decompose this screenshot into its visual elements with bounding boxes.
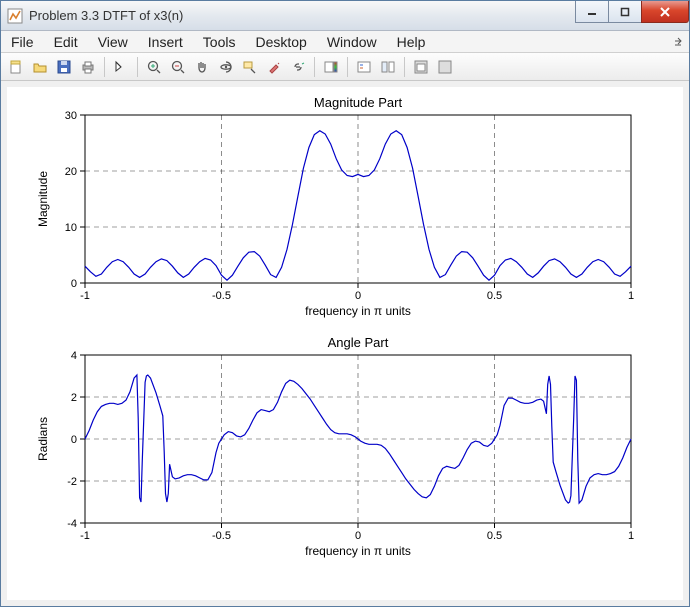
svg-text:30: 30 (65, 110, 77, 122)
link-icon[interactable] (287, 56, 309, 78)
svg-text:Angle Part: Angle Part (328, 335, 389, 350)
maximize-button[interactable] (608, 1, 642, 23)
svg-text:-1: -1 (80, 530, 90, 542)
titlebar: Problem 3.3 DTFT of x3(n) (1, 1, 689, 31)
svg-text:-0.5: -0.5 (212, 290, 231, 302)
figure-area: -1-0.500.510102030Magnitude Partfrequenc… (1, 81, 689, 606)
menu-insert[interactable]: Insert (138, 32, 193, 52)
rotate-3d-icon[interactable] (215, 56, 237, 78)
svg-text:0: 0 (71, 278, 77, 290)
zoom-in-icon[interactable] (143, 56, 165, 78)
data-cursor-icon[interactable] (239, 56, 261, 78)
svg-text:4: 4 (71, 350, 77, 362)
svg-text:frequency in π units: frequency in π units (305, 544, 411, 558)
menu-desktop[interactable]: Desktop (245, 32, 316, 52)
menubar: File Edit View Insert Tools Desktop Wind… (1, 31, 689, 53)
svg-text:0.5: 0.5 (487, 290, 502, 302)
svg-text:0: 0 (71, 434, 77, 446)
window-controls (576, 1, 689, 23)
toolbar (1, 53, 689, 81)
menu-tools[interactable]: Tools (193, 32, 246, 52)
svg-text:Radians: Radians (36, 417, 50, 461)
toolbar-separator (404, 57, 405, 77)
brush-icon[interactable] (263, 56, 285, 78)
figure-canvas[interactable]: -1-0.500.510102030Magnitude Partfrequenc… (7, 87, 683, 600)
menu-window[interactable]: Window (317, 32, 387, 52)
menu-help[interactable]: Help (387, 32, 436, 52)
menu-edit[interactable]: Edit (44, 32, 88, 52)
toolbar-separator (314, 57, 315, 77)
svg-text:Magnitude Part: Magnitude Part (314, 95, 403, 110)
svg-text:frequency in π units: frequency in π units (305, 304, 411, 318)
toolbar-separator (104, 57, 105, 77)
hide-tools-icon[interactable] (377, 56, 399, 78)
toolbar-separator (137, 57, 138, 77)
menubar-more-icon[interactable] (673, 35, 683, 50)
svg-text:1: 1 (628, 290, 634, 302)
new-figure-icon[interactable] (5, 56, 27, 78)
svg-text:-4: -4 (67, 518, 77, 530)
plot-svg: -1-0.500.510102030Magnitude Partfrequenc… (7, 87, 671, 597)
menu-file[interactable]: File (9, 32, 44, 52)
svg-text:10: 10 (65, 222, 77, 234)
svg-text:0: 0 (355, 290, 361, 302)
svg-text:0: 0 (355, 530, 361, 542)
zoom-out-icon[interactable] (167, 56, 189, 78)
toolbar-separator (347, 57, 348, 77)
svg-text:Magnitude: Magnitude (36, 171, 50, 227)
svg-text:-1: -1 (80, 290, 90, 302)
close-button[interactable] (641, 1, 689, 23)
legend-icon[interactable] (353, 56, 375, 78)
print-icon[interactable] (77, 56, 99, 78)
svg-text:0.5: 0.5 (487, 530, 502, 542)
matlab-figure-icon (7, 8, 23, 24)
window-title: Problem 3.3 DTFT of x3(n) (29, 8, 183, 23)
menu-view[interactable]: View (88, 32, 138, 52)
save-icon[interactable] (53, 56, 75, 78)
pan-icon[interactable] (191, 56, 213, 78)
svg-text:-2: -2 (67, 476, 77, 488)
minimize-button[interactable] (575, 1, 609, 23)
colorbar-icon[interactable] (320, 56, 342, 78)
svg-text:-0.5: -0.5 (212, 530, 231, 542)
edit-plot-icon[interactable] (110, 56, 132, 78)
svg-text:1: 1 (628, 530, 634, 542)
svg-text:2: 2 (71, 392, 77, 404)
svg-text:20: 20 (65, 166, 77, 178)
dock-icon[interactable] (410, 56, 432, 78)
open-icon[interactable] (29, 56, 51, 78)
undock-icon[interactable] (434, 56, 456, 78)
